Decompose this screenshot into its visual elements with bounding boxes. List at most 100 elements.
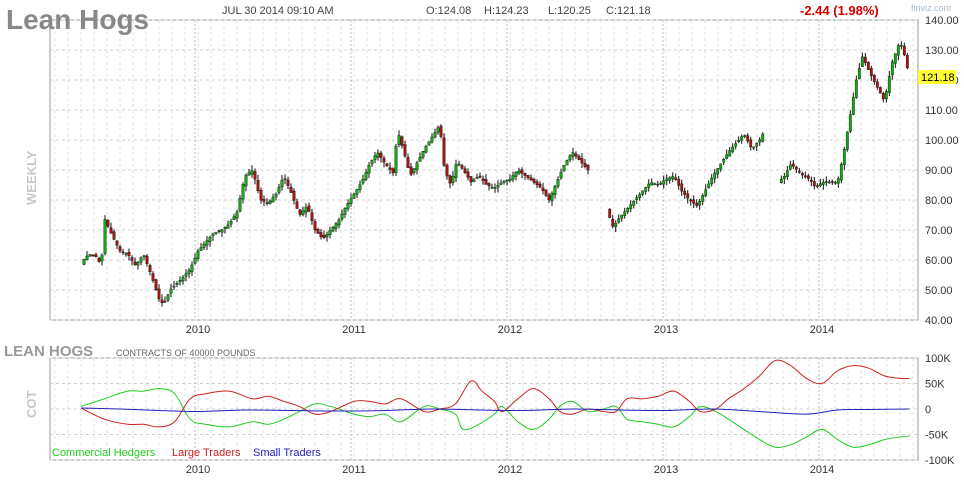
candle-body	[502, 181, 506, 183]
candle-body	[487, 183, 491, 187]
candle-body	[106, 220, 110, 227]
candle-body	[779, 178, 783, 183]
candle-body	[842, 149, 846, 165]
candle-body	[220, 229, 224, 233]
candle-body	[860, 56, 864, 67]
candle-body	[574, 153, 578, 157]
candle-body	[352, 193, 356, 199]
candle-body	[331, 227, 335, 232]
candle-body	[659, 182, 663, 185]
candle-body	[445, 164, 449, 177]
candle-body	[385, 163, 389, 167]
candle-body	[475, 177, 479, 179]
candle-body	[896, 45, 900, 56]
candle-body	[686, 193, 690, 199]
candle-body	[181, 277, 185, 282]
candle-body	[580, 158, 584, 164]
candle-body	[190, 264, 194, 272]
candle-body	[355, 189, 359, 195]
candle-body	[785, 170, 789, 178]
candle-body	[728, 150, 732, 157]
candle-body	[752, 146, 756, 149]
candle-body	[316, 229, 320, 234]
candle-body	[743, 135, 747, 138]
candle-body	[671, 176, 675, 180]
candle-body	[178, 280, 182, 283]
candle-body	[184, 273, 188, 277]
candle-body	[283, 178, 287, 180]
candle-body	[160, 299, 164, 304]
candle-body	[427, 141, 431, 146]
last-price-label: 121.18	[921, 72, 955, 84]
candle-body	[193, 257, 197, 264]
candle-body	[881, 93, 885, 100]
candle-body	[857, 68, 861, 80]
candle-body	[172, 285, 176, 288]
ohlc-open: O:124.08	[426, 5, 471, 17]
candle-body	[893, 53, 897, 64]
candle-body	[608, 208, 612, 218]
candle-body	[526, 174, 530, 179]
watermark: finviz.com	[911, 3, 951, 13]
candle-body	[791, 163, 795, 167]
candle-body	[109, 227, 113, 234]
candle-body	[577, 155, 581, 160]
candle-body	[187, 270, 191, 274]
candle-body	[902, 45, 906, 56]
candle-body	[469, 176, 473, 183]
candle-body	[460, 165, 464, 169]
candle-body	[719, 163, 723, 170]
candle-body	[418, 156, 422, 162]
cot-x-tick-label: 2013	[654, 464, 678, 476]
candle-body	[325, 233, 329, 238]
candle-body	[298, 209, 302, 215]
candle-body	[382, 157, 386, 163]
candle-body	[391, 168, 395, 174]
candle-body	[854, 79, 858, 98]
candle-body	[665, 178, 669, 181]
candle-body	[226, 224, 230, 229]
candle-body	[668, 177, 672, 181]
candle-body	[133, 261, 137, 266]
candle-body	[295, 201, 299, 209]
candle-body	[289, 186, 293, 193]
candle-body	[821, 181, 825, 185]
price-y-tick-label: 70.00	[925, 225, 953, 237]
candle-body	[310, 212, 314, 221]
candle-body	[379, 152, 383, 158]
candle-body	[710, 177, 714, 185]
candle-body	[136, 262, 140, 266]
candle-body	[463, 168, 467, 173]
candle-body	[656, 183, 660, 186]
candle-body	[520, 169, 524, 174]
candle-body	[82, 259, 86, 265]
candle-body	[737, 139, 741, 143]
price-y-tick-label: 130.00	[925, 45, 959, 57]
price-x-tick-label: 2013	[654, 324, 678, 336]
ohlc-high: H:124.23	[484, 5, 529, 17]
price-y-tick-label: 90.00	[925, 165, 953, 177]
candle-body	[100, 254, 104, 262]
candle-body	[547, 194, 551, 201]
candle-body	[112, 231, 116, 240]
candle-body	[887, 76, 891, 93]
candle-body	[139, 257, 143, 263]
candle-body	[878, 86, 882, 94]
candle-body	[256, 180, 260, 191]
candle-body	[635, 197, 639, 200]
price-x-tick-label: 2014	[810, 324, 834, 336]
candle-body	[755, 143, 759, 147]
candle-body	[265, 202, 269, 204]
candle-body	[740, 136, 744, 141]
candle-body	[827, 181, 831, 184]
candle-body	[550, 192, 554, 202]
candle-body	[259, 190, 263, 201]
candle-body	[346, 203, 350, 209]
candle-body	[232, 216, 236, 221]
candle-body	[412, 168, 416, 173]
candle-body	[448, 175, 452, 184]
candle-body	[142, 255, 146, 258]
candle-body	[818, 183, 822, 186]
price-y-tick-label: 80.00	[925, 195, 953, 207]
